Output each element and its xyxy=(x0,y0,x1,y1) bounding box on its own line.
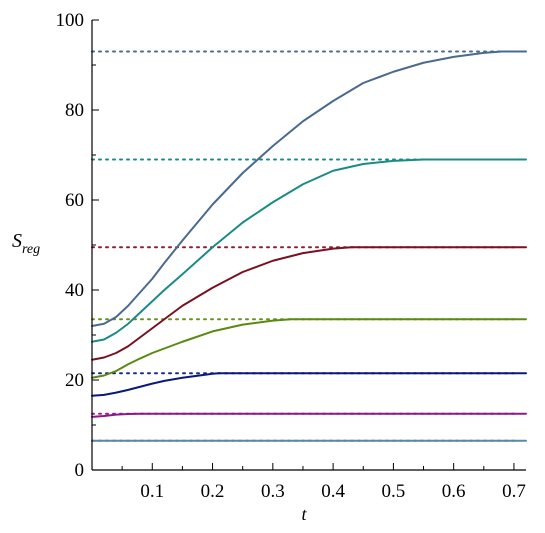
y-tick-label: 80 xyxy=(65,100,84,121)
x-tick-label: 0.7 xyxy=(502,481,526,502)
series-lines xyxy=(91,50,527,442)
series-line xyxy=(91,50,527,327)
y-tick-label: 0 xyxy=(75,460,85,481)
x-tick-label: 0.6 xyxy=(442,481,466,502)
y-tick-label: 40 xyxy=(65,280,84,301)
series-line xyxy=(91,318,527,379)
y-axis-title: Sreg xyxy=(12,230,40,257)
x-tick-label: 0.3 xyxy=(261,481,285,502)
y-axis-title-main: S xyxy=(12,230,22,252)
series-line xyxy=(91,372,527,397)
x-tick-label: 0.2 xyxy=(201,481,225,502)
y-tick-label: 60 xyxy=(65,190,84,211)
y-tick-label: 100 xyxy=(56,10,85,31)
series-line xyxy=(91,158,527,343)
axes xyxy=(91,20,526,471)
x-tick-label: 0.4 xyxy=(321,481,345,502)
x-tick-label: 0.5 xyxy=(382,481,406,502)
series-line xyxy=(91,412,527,418)
tick-marks xyxy=(92,19,515,471)
y-axis-title-subscript: reg xyxy=(22,242,40,257)
series-line xyxy=(91,246,527,361)
tick-labels: 0 20 40 60 80 100 0.1 0.2 0.3 0.4 0.5 0.6 0.7 xyxy=(56,10,526,502)
y-tick-label: 20 xyxy=(65,370,84,391)
x-tick-label: 0.1 xyxy=(140,481,164,502)
x-axis-title: t xyxy=(301,504,307,524)
